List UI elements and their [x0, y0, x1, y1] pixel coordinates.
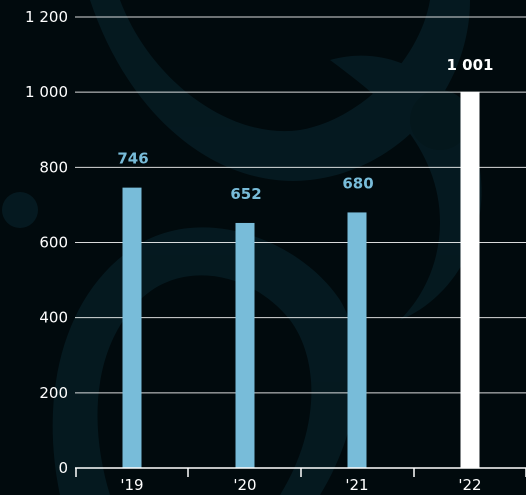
x-tick-label: '19 — [120, 476, 143, 494]
bars — [122, 91, 480, 468]
x-axis — [75, 467, 526, 477]
x-axis-tick-labels: '19 '20 '21 '22 — [120, 476, 481, 494]
x-tick-label: '20 — [233, 476, 256, 494]
value-labels: 746 652 680 1 001 — [117, 56, 493, 203]
y-tick-label: 800 — [39, 158, 68, 176]
bar-0 — [122, 187, 142, 468]
bar-2 — [347, 212, 367, 468]
x-tick-label: '22 — [458, 476, 481, 494]
value-label: 1 001 — [447, 56, 494, 74]
y-tick-label: 1 200 — [25, 8, 68, 26]
value-label: 652 — [230, 185, 261, 203]
value-label: 680 — [342, 174, 373, 192]
y-axis-tick-labels: 0 200 400 600 800 1 000 1 200 — [25, 8, 68, 477]
x-tick-label: '21 — [345, 476, 368, 494]
y-tick-label: 600 — [39, 234, 68, 252]
y-tick-label: 1 000 — [25, 83, 68, 101]
grid-lines — [75, 16, 526, 394]
y-tick-label: 400 — [39, 309, 68, 327]
bar-1 — [235, 222, 255, 468]
y-tick-label: 200 — [39, 384, 68, 402]
value-label: 746 — [117, 150, 148, 168]
bar-3 — [460, 91, 480, 468]
y-tick-label: 0 — [58, 459, 68, 477]
